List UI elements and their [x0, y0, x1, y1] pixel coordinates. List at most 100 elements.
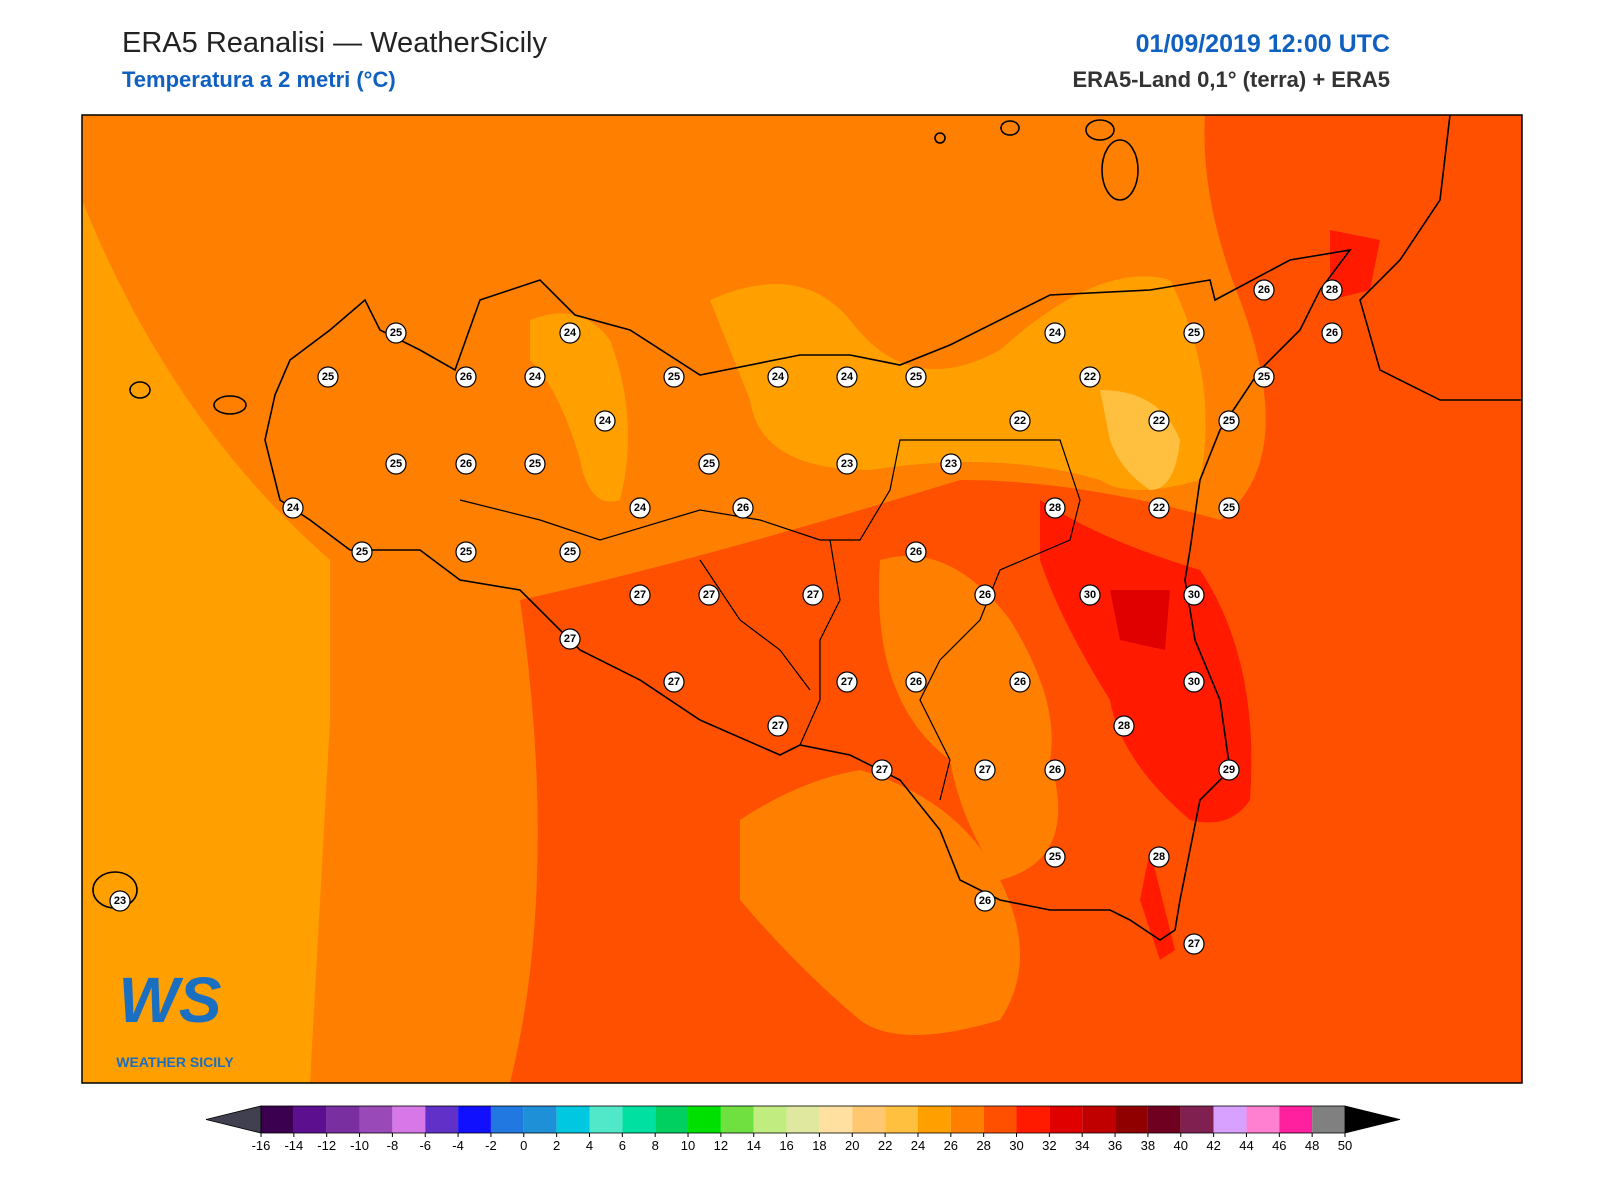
- station-marker: [1148, 497, 1170, 519]
- station-marker: [282, 497, 304, 519]
- colorbar-tick-label: -2: [485, 1138, 497, 1153]
- map-frame: [81, 114, 1523, 1084]
- station: 23: [940, 453, 962, 475]
- station-marker: [1183, 933, 1205, 955]
- station-value: 26: [1014, 676, 1026, 688]
- station-value: 26: [1326, 327, 1338, 339]
- station: 25: [385, 322, 407, 344]
- station-value: 28: [1118, 720, 1130, 732]
- station-marker: [629, 497, 651, 519]
- station: 22: [1079, 366, 1101, 388]
- station-marker: [974, 890, 996, 912]
- station: 27: [767, 715, 789, 737]
- colorbar-tick-label: 22: [878, 1138, 892, 1153]
- station-value: 25: [1049, 851, 1061, 863]
- station-value: 27: [841, 676, 853, 688]
- station-value: 26: [460, 458, 472, 470]
- station-value: 30: [1188, 589, 1200, 601]
- colorbar-tick-label: -16: [252, 1138, 271, 1153]
- station-value: 26: [1049, 764, 1061, 776]
- colorbar-tick-label: 36: [1108, 1138, 1122, 1153]
- colorbar-tick-label: -12: [317, 1138, 336, 1153]
- field-26: [740, 770, 1020, 1035]
- colorbar-tick-label: -10: [350, 1138, 369, 1153]
- province-borders: [699, 539, 841, 746]
- station-value: 25: [1188, 327, 1200, 339]
- colorbar-tick-label: -6: [419, 1138, 431, 1153]
- colorbar-tick-label: 20: [845, 1138, 859, 1153]
- colorbar-tick-label: 32: [1042, 1138, 1056, 1153]
- station-value: 29: [1223, 764, 1235, 776]
- station-marker: [1148, 846, 1170, 868]
- station-value: 27: [634, 589, 646, 601]
- colorbar-bin: [1147, 1106, 1181, 1133]
- station-marker: [698, 584, 720, 606]
- station-marker: [767, 366, 789, 388]
- colorbar-bin: [852, 1106, 886, 1133]
- station: 24: [559, 322, 581, 344]
- station-marker: [1218, 497, 1240, 519]
- logo-mark: WS: [118, 964, 221, 1036]
- station-marker: [871, 759, 893, 781]
- station-marker: [1079, 366, 1101, 388]
- station-value: 24: [772, 371, 785, 383]
- station-marker: [974, 759, 996, 781]
- station-marker: [351, 541, 373, 563]
- colorbar-bin: [425, 1106, 459, 1133]
- station-marker: [594, 410, 616, 432]
- colorbar-bin: [885, 1106, 918, 1133]
- station-marker: [1183, 671, 1205, 693]
- province-borders: [459, 439, 1081, 801]
- colorbar-tick-label: 26: [944, 1138, 958, 1153]
- station-marker: [1079, 584, 1101, 606]
- stations: 26 28 25 24 24 25 26 25 26 24 25 24 24 25 22 25 24 22 22 25…: [109, 279, 1343, 955]
- station-value: 25: [356, 546, 368, 558]
- colorbar-bin: [458, 1106, 491, 1133]
- field-26b: [878, 556, 1059, 880]
- station-marker: [1183, 322, 1205, 344]
- station: 26: [905, 541, 927, 563]
- colorbar-tick-label: 8: [652, 1138, 659, 1153]
- station: 26: [974, 584, 996, 606]
- station-marker: [1183, 584, 1205, 606]
- temperature-field: [82, 115, 1522, 1083]
- station-value: 28: [1153, 851, 1165, 863]
- colorbar-bin: [917, 1106, 951, 1133]
- station-marker: [1044, 759, 1066, 781]
- colorbar-bin: [950, 1106, 984, 1133]
- station: 22: [1148, 497, 1170, 519]
- colorbar-tick-label: 24: [911, 1138, 925, 1153]
- colorbar-tick-label: 48: [1305, 1138, 1319, 1153]
- station: 27: [1183, 933, 1205, 955]
- station-marker: [698, 453, 720, 475]
- station-marker: [317, 366, 339, 388]
- colorbar-bin: [1016, 1106, 1050, 1133]
- field-30: [1040, 500, 1252, 823]
- island: [129, 381, 151, 399]
- colorbar-bin: [589, 1106, 623, 1133]
- station-value: 25: [460, 546, 472, 558]
- station-value: 25: [1223, 502, 1235, 514]
- station: 27: [871, 759, 893, 781]
- station-marker: [1321, 322, 1343, 344]
- field-24: [82, 200, 330, 1083]
- station: 24: [594, 410, 616, 432]
- station-marker: [1218, 410, 1240, 432]
- station-marker: [802, 584, 824, 606]
- station-value: 26: [979, 589, 991, 601]
- station-value: 24: [564, 327, 577, 339]
- colorbar: -16 -14 -12 -10 -8 -6 -4 -2 0 2 4 6 8 10 12 14 16 18 20 22 2…: [205, 1105, 1401, 1153]
- colorbar-tick-label: 14: [746, 1138, 760, 1153]
- station-marker: [1253, 279, 1275, 301]
- station-value: 22: [1084, 371, 1096, 383]
- station-marker: [1321, 279, 1343, 301]
- station-marker: [905, 671, 927, 693]
- colorbar-bin: [1082, 1106, 1116, 1133]
- station-value: 26: [1258, 284, 1270, 296]
- station-marker: [1044, 846, 1066, 868]
- station: 28: [1044, 497, 1066, 519]
- station: 25: [455, 541, 477, 563]
- colorbar-tick-label: 30: [1009, 1138, 1023, 1153]
- station-marker: [767, 715, 789, 737]
- station-value: 27: [876, 764, 888, 776]
